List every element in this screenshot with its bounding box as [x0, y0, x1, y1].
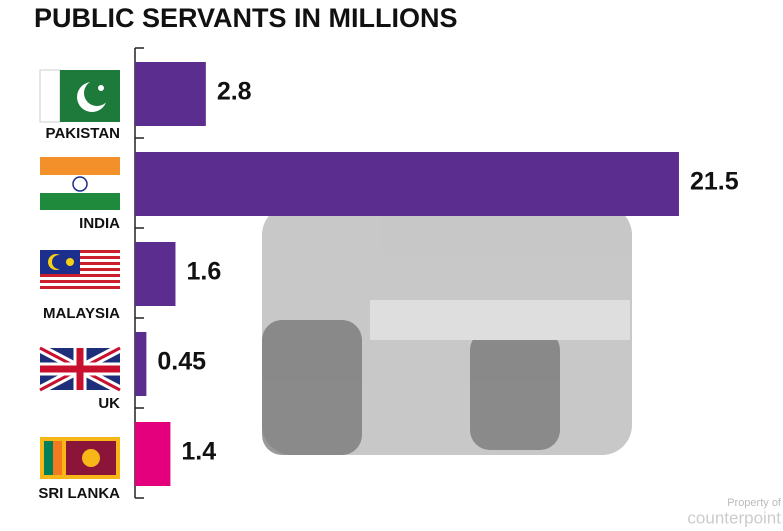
value-label: 0.45 [157, 348, 206, 376]
flag-india [40, 157, 120, 210]
flag-sri-lanka [40, 437, 120, 479]
value-label: 2.8 [217, 78, 252, 106]
category-label: MALAYSIA [43, 305, 120, 322]
bar [135, 152, 679, 216]
chart-title: PUBLIC SERVANTS IN MILLIONS [34, 3, 458, 33]
category-label: SRI LANKA [38, 485, 120, 502]
value-label: 1.4 [181, 438, 216, 466]
bar [135, 332, 147, 396]
watermark: counterpoint [687, 508, 781, 527]
value-label: 21.5 [690, 168, 739, 196]
category-label: UK [98, 395, 120, 412]
flag-uk [37, 344, 123, 394]
bar [135, 62, 206, 126]
bar [135, 422, 171, 486]
photo-people [262, 300, 630, 455]
watermark: Property of [727, 497, 782, 509]
flag-pakistan [39, 69, 120, 123]
category-label: PAKISTAN [46, 125, 120, 142]
category-label: INDIA [79, 215, 120, 232]
bar [135, 242, 176, 306]
value-label: 1.6 [186, 258, 221, 286]
flag-malaysia [40, 250, 120, 292]
